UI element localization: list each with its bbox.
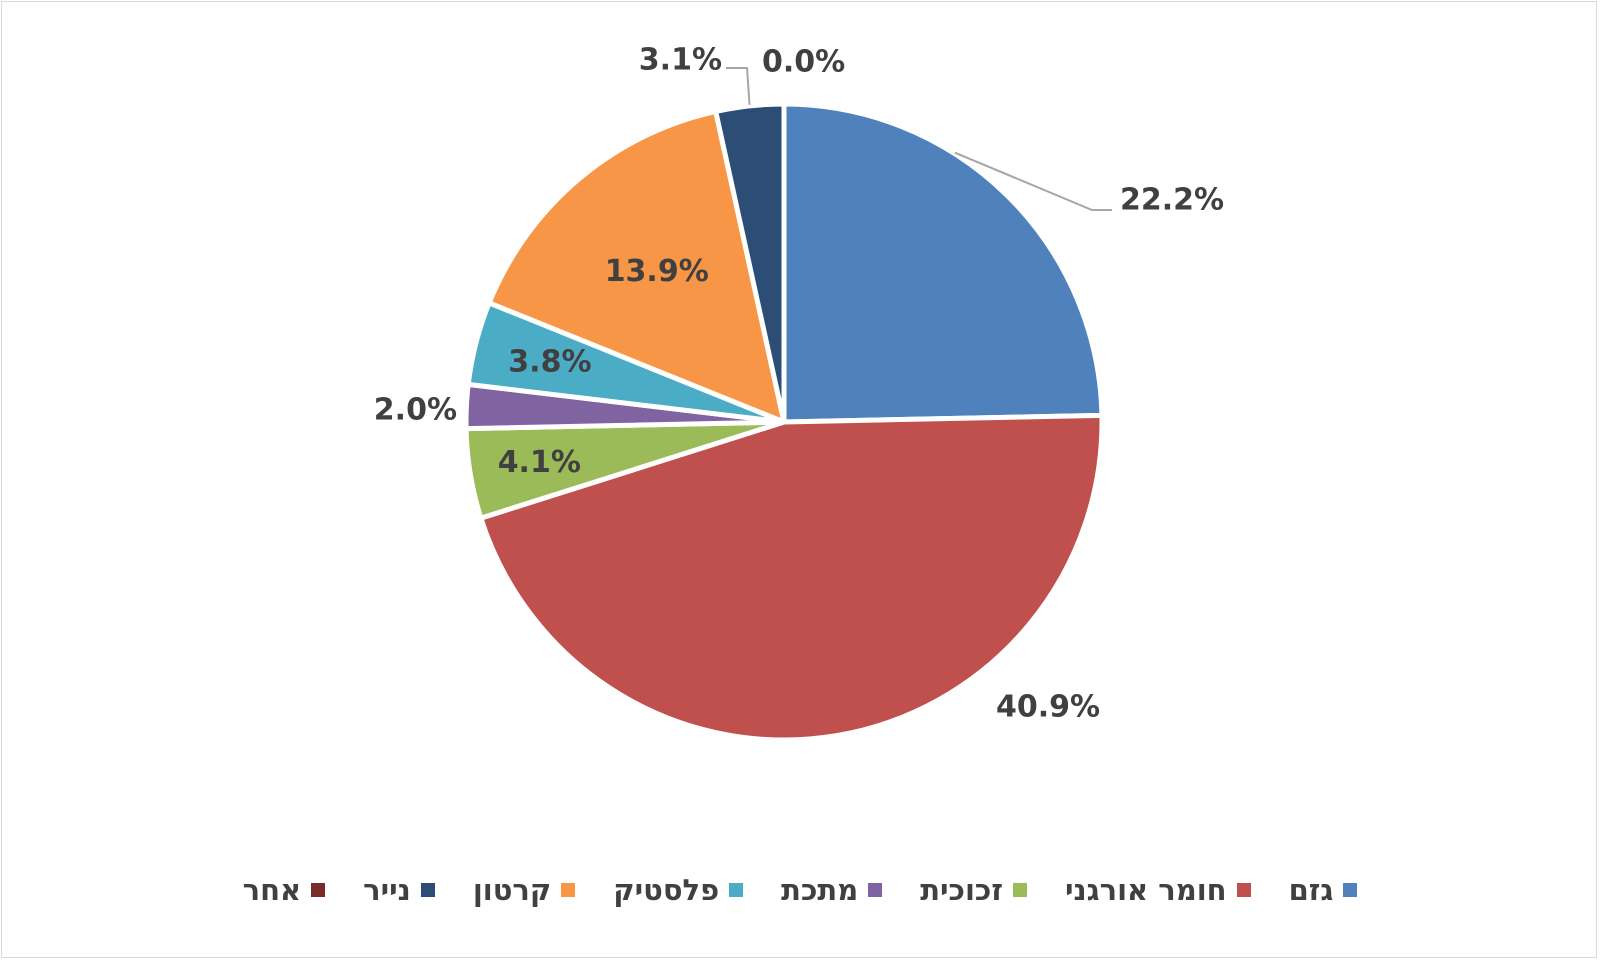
- legend-label-6: נייר: [363, 873, 411, 907]
- legend-swatch-3: [868, 883, 883, 897]
- data-label-0: 22.2%: [1120, 183, 1224, 218]
- legend-label-5: קרטון: [472, 873, 552, 907]
- legend-item-1: חומר אורגני: [1065, 873, 1251, 907]
- legend-swatch-5: [561, 883, 576, 897]
- data-label-4: 3.8%: [508, 344, 591, 379]
- data-labels: 22.2% 40.9% 4.1% 2.0% 3.8% 13.9% 3.1% 0.0%: [374, 43, 1224, 725]
- pie-slice-0: [781, 101, 1105, 425]
- legend-swatch-4: [729, 883, 744, 897]
- data-label-6: 3.1%: [639, 43, 722, 78]
- legend-swatch-1: [1236, 883, 1251, 897]
- legend-label-2: זכוכית: [920, 873, 1003, 907]
- pie-slice-5: [486, 108, 787, 425]
- pie-slice-6: [713, 101, 787, 425]
- legend-swatch-7: [311, 883, 326, 897]
- data-label-3: 2.0%: [374, 393, 457, 428]
- legend-item-2: זכוכית: [920, 873, 1027, 907]
- leader-lines: [726, 67, 1112, 211]
- leader-line-0: [954, 151, 1112, 211]
- pie-slice-1: [478, 412, 1105, 743]
- data-label-2: 4.1%: [498, 445, 581, 480]
- data-label-7: 0.0%: [762, 45, 845, 80]
- legend-label-0: גזם: [1288, 873, 1334, 907]
- data-label-5: 13.9%: [605, 254, 709, 289]
- legend-item-7: אחר: [243, 873, 326, 907]
- legend-label-7: אחר: [242, 873, 302, 907]
- legend-label-3: מתכת: [781, 873, 859, 907]
- legend-item-4: פלסטיק: [613, 873, 744, 907]
- legend-item-0: גזם: [1289, 873, 1358, 907]
- legend-swatch-6: [420, 883, 435, 897]
- legend-label-1: חומר אורגני: [1064, 873, 1227, 907]
- legend-label-4: פלסטיק: [613, 873, 720, 907]
- legend-item-3: מתכת: [781, 873, 883, 907]
- legend-swatch-2: [1012, 883, 1027, 897]
- leader-line-6: [726, 67, 751, 105]
- legend-item-5: קרטון: [472, 873, 576, 907]
- legend-item-6: נייר: [363, 873, 435, 907]
- pie-slices: [463, 101, 1105, 743]
- legend-swatch-0: [1343, 883, 1358, 897]
- data-label-1: 40.9%: [996, 690, 1100, 725]
- legend: גזם חומר אורגני זכוכית מתכת פלסטיק קרטון נייר א…: [0, 873, 1600, 907]
